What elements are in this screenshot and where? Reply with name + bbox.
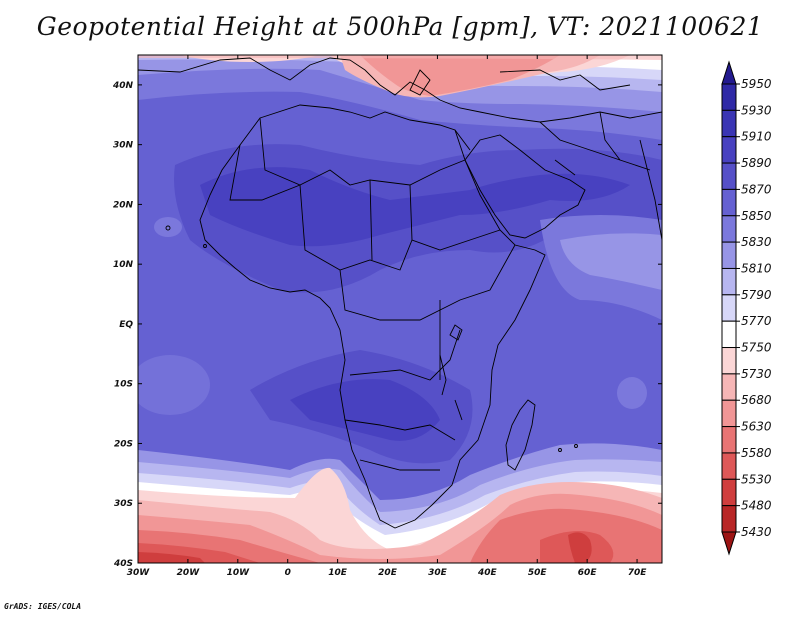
colorbar-level-label: 5730 (741, 367, 772, 381)
lon-label: 30W (127, 568, 151, 578)
colorbar-level-label: 5580 (741, 446, 772, 460)
colorbar-level-label: 5530 (741, 472, 772, 486)
lon-label: 20E (378, 568, 398, 578)
colorbar-box (721, 109, 737, 138)
colorbar-level-label: 5930 (741, 103, 772, 117)
colorbar-level-label: 5770 (741, 314, 772, 328)
colorbar-box (721, 320, 737, 349)
colorbar-box (721, 399, 737, 428)
lat-label: 20S (114, 439, 133, 449)
colorbar-level-label: 5750 (741, 341, 772, 355)
lon-label: 50E (528, 568, 548, 578)
colorbar-box (721, 347, 737, 375)
colorbar-box (721, 267, 737, 296)
lon-label: 20W (177, 568, 201, 578)
colorbar: 5950 5930 5910 5890 5870 5850 5830 5810 5790 5770… (721, 60, 772, 556)
colorbar-level-label: 5890 (741, 156, 772, 170)
colorbar-level-label: 5910 (741, 130, 772, 144)
colorbar-box (721, 373, 737, 401)
colorbar-box (721, 188, 737, 217)
lat-label: 10N (113, 260, 134, 270)
colorbar-level-label: 5870 (741, 182, 772, 196)
colorbar-level-label: 5850 (741, 209, 772, 223)
colorbar-level-label: 5630 (741, 420, 772, 434)
height-field (138, 55, 662, 563)
grads-credit: GrADS: IGES/COLA (4, 602, 82, 611)
colorbar-level-label: 5480 (741, 499, 772, 513)
colorbar-box (721, 136, 737, 164)
lat-label: 40N (112, 81, 134, 91)
colorbar-box (721, 241, 737, 269)
coastlines (138, 57, 662, 529)
colorbar-box (721, 215, 737, 243)
lat-label: EQ (119, 320, 133, 330)
lon-label: 10E (328, 568, 348, 578)
colorbar-level-label: 5680 (741, 393, 772, 407)
colorbar-box (721, 162, 737, 190)
colorbar-box (721, 505, 737, 533)
colorbar-box (721, 294, 737, 322)
colorbar-box (721, 426, 737, 454)
lon-label: 10W (227, 568, 251, 578)
lat-label: 40S (113, 559, 133, 569)
colorbar-bottom-arrow (721, 531, 737, 556)
colorbar-level-label: 5830 (741, 235, 772, 249)
lon-label: 70E (628, 568, 648, 578)
colorbar-level-label: 5810 (741, 261, 772, 275)
colorbar-level-label: 5950 (741, 77, 772, 91)
lat-label: 10S (114, 380, 133, 390)
colorbar-box (721, 478, 737, 507)
colorbar-level-label: 5430 (741, 525, 772, 539)
lat-label: 30S (114, 499, 133, 509)
colorbar-level-label: 5790 (741, 288, 772, 302)
lon-label: 30E (428, 568, 448, 578)
lat-label: 30N (113, 141, 134, 151)
lon-label: 0 (285, 568, 291, 578)
lon-label: 40E (477, 568, 498, 578)
colorbar-box (721, 83, 737, 111)
lat-label: 20N (113, 200, 134, 210)
map-title: Geopotential Height at 500hPa [gpm], VT:… (36, 12, 764, 41)
map-frame (137, 54, 663, 564)
lon-label: 60E (578, 568, 598, 578)
colorbar-top-arrow (721, 60, 737, 85)
colorbar-box (721, 452, 737, 480)
